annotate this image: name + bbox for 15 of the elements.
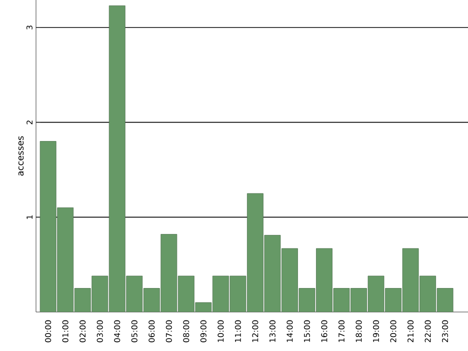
y-axis-title: accesses [18,136,24,176]
bar [368,276,384,312]
bar [402,248,419,312]
bar [385,288,402,312]
bar [436,288,454,312]
bar [420,276,436,312]
bar [316,248,332,312]
bar [246,193,264,312]
bar [212,276,229,312]
bar [298,288,316,312]
bar [264,234,281,312]
bar [333,288,350,312]
bar [350,288,367,312]
bar [282,248,298,312]
bar [230,276,246,312]
